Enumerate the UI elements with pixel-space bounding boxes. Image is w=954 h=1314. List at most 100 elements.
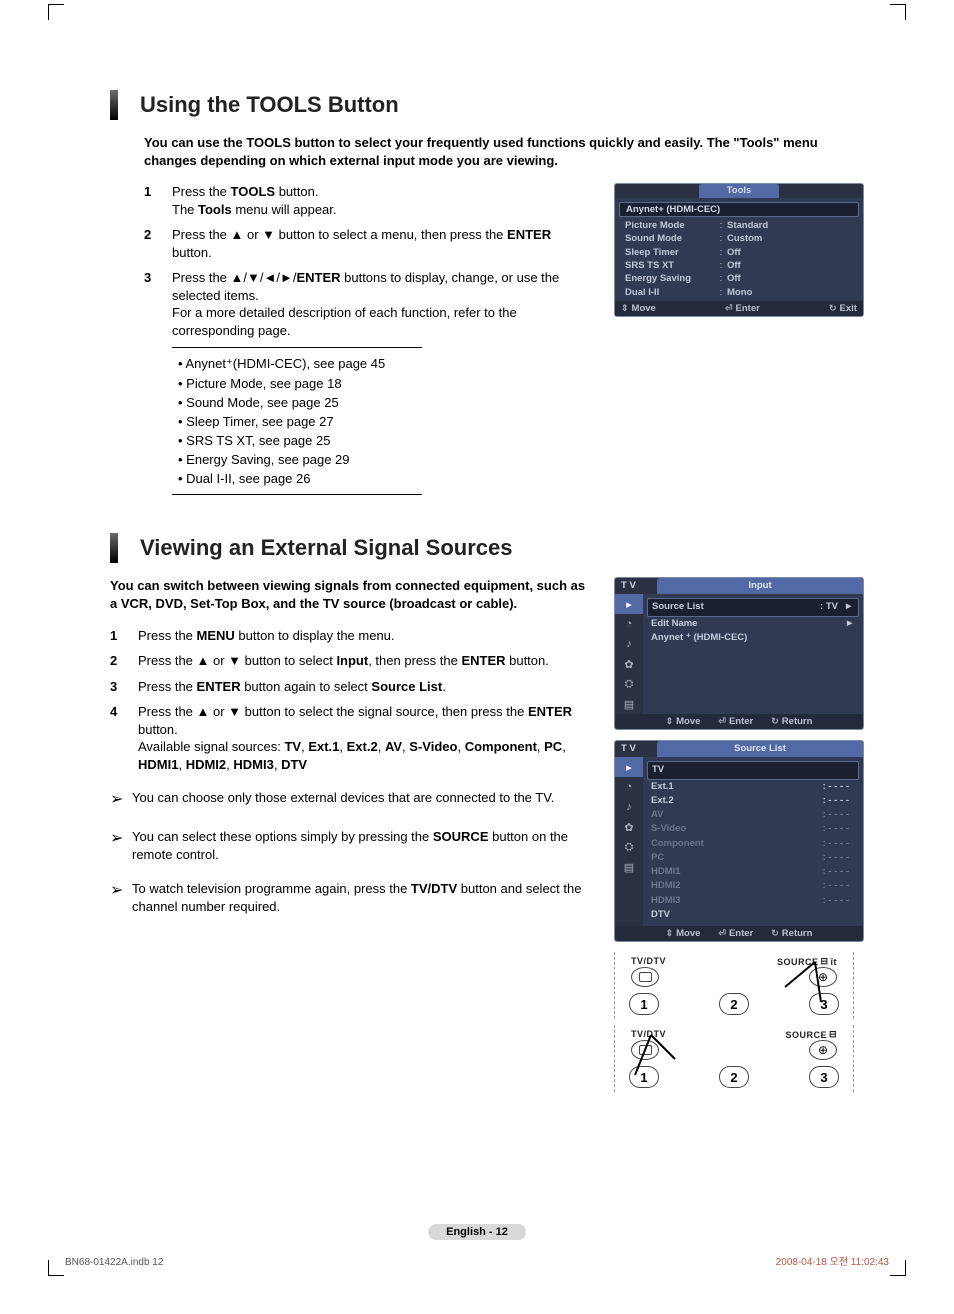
sidebar-setup-icon: ⛭ xyxy=(615,837,643,857)
section-external-signal: Viewing an External Signal Sources You c… xyxy=(110,533,874,1098)
sidebar-input-icon: ▸ xyxy=(615,757,643,777)
section-title: Viewing an External Signal Sources xyxy=(110,533,874,563)
page-footer: English - 12 xyxy=(428,1224,526,1240)
osd-row: Ext.1: - - - - xyxy=(651,780,855,794)
osd-row: HDMI2: - - - - xyxy=(651,879,855,893)
section1-intro: You can use the TOOLS button to select y… xyxy=(144,134,874,169)
step-num: 2 xyxy=(144,226,172,261)
enter-icon: ⏎ xyxy=(718,928,726,939)
step-text: Press the ▲ or ▼ button to select Input,… xyxy=(138,652,594,670)
osd-row: Source List: TV► xyxy=(647,598,859,616)
step: 1Press the TOOLS button.The Tools menu w… xyxy=(144,183,594,218)
osd-row: PC: - - - - xyxy=(651,851,855,865)
section-using-tools: Using the TOOLS Button You can use the T… xyxy=(110,90,874,495)
step: 3Press the ▲/▼/◄/►/ENTER buttons to disp… xyxy=(144,269,594,339)
osd-row: Dual I-II:Mono xyxy=(623,286,855,299)
osd-row: Component: - - - - xyxy=(651,837,855,851)
sidebar-dtv-icon: ▤ xyxy=(615,694,643,714)
step: 4Press the ▲ or ▼ button to select the s… xyxy=(110,703,594,773)
osd-row: Edit Name► xyxy=(651,617,855,631)
osd-row: SRS TS XT:Off xyxy=(623,259,855,272)
step-num: 3 xyxy=(110,678,138,696)
osd-tools-title: Tools xyxy=(699,184,779,198)
osd-row: Picture Mode:Standard xyxy=(623,219,855,232)
osd-row: Sleep Timer:Off xyxy=(623,246,855,259)
sidebar-input-icon: ▸ xyxy=(615,594,643,614)
ref-item: Sleep Timer, see page 27 xyxy=(172,412,422,431)
step-text: Press the TOOLS button.The Tools menu wi… xyxy=(172,183,594,218)
note-chevron-icon: ➢ xyxy=(110,828,132,864)
step: 3Press the ENTER button again to select … xyxy=(110,678,594,696)
sidebar-setup-icon: ⛭ xyxy=(615,674,643,694)
osd-source-box: T V Source List ▸ ◔ ♪ ✿ ⛭ ▤ TVExt.1: - -… xyxy=(614,740,864,942)
step-num: 1 xyxy=(110,627,138,645)
remote-diagram-source: TV/DTV SOURCE⊟ īt 1 2 3 xyxy=(614,952,854,1019)
sidebar-channel-icon: ✿ xyxy=(615,817,643,837)
doc-meta-right: 2008-04-18 오전 11:02:43 xyxy=(776,1253,889,1268)
step: 2Press the ▲ or ▼ button to select Input… xyxy=(110,652,594,670)
osd-row: HDMI1: - - - - xyxy=(651,865,855,879)
note-text: You can choose only those external devic… xyxy=(132,789,594,811)
title-bar-decoration xyxy=(110,90,118,120)
osd-row: TV xyxy=(647,761,859,779)
remote-diagram-tvdtv: TV/DTV SOURCE⊟ 1 2 3 xyxy=(614,1025,854,1092)
ref-item: Energy Saving, see page 29 xyxy=(172,450,422,469)
doc-meta-left: BN68-01422A.indb 12 xyxy=(65,1257,163,1268)
section2-intro: You can switch between viewing signals f… xyxy=(110,577,594,612)
note-text: You can select these options simply by p… xyxy=(132,828,594,864)
sidebar-sound-icon: ♪ xyxy=(615,634,643,654)
step: 1Press the MENU button to display the me… xyxy=(110,627,594,645)
step-num: 4 xyxy=(110,703,138,773)
ref-item: Dual I-II, see page 26 xyxy=(172,469,422,488)
section2-heading: Viewing an External Signal Sources xyxy=(140,535,513,561)
ref-item: SRS TS XT, see page 25 xyxy=(172,431,422,450)
osd-tools-box: Tools Anynet+ (HDMI-CEC) Picture Mode:St… xyxy=(614,183,864,317)
osd-row: DTV xyxy=(651,908,855,922)
return-icon: ↻ xyxy=(771,716,779,727)
section-title: Using the TOOLS Button xyxy=(110,90,874,120)
enter-icon: ⏎ xyxy=(718,716,726,727)
step-num: 2 xyxy=(110,652,138,670)
note: ➢You can choose only those external devi… xyxy=(110,789,594,811)
note: ➢You can select these options simply by … xyxy=(110,828,594,864)
osd-row: Ext.2: - - - - xyxy=(651,794,855,808)
reference-list: Anynet⁺(HDMI-CEC), see page 45Picture Mo… xyxy=(172,347,422,495)
osd-row: AV: - - - - xyxy=(651,808,855,822)
step: 2Press the ▲ or ▼ button to select a men… xyxy=(144,226,594,261)
return-icon: ↻ xyxy=(771,928,779,939)
section1-heading: Using the TOOLS Button xyxy=(140,92,399,118)
title-bar-decoration xyxy=(110,533,118,563)
ref-item: Picture Mode, see page 18 xyxy=(172,374,422,393)
updown-icon: ⇕ xyxy=(666,716,674,727)
step-num: 1 xyxy=(144,183,172,218)
sidebar-sound-icon: ♪ xyxy=(615,797,643,817)
exit-icon: ↻ xyxy=(829,303,837,314)
step-num: 3 xyxy=(144,269,172,339)
osd-row: Anynet ⁺ (HDMI-CEC) xyxy=(651,631,855,645)
ref-item: Anynet⁺(HDMI-CEC), see page 45 xyxy=(172,354,422,374)
callout-lines-icon xyxy=(615,1025,855,1095)
osd-input-box: T V Input ▸ ◔ ♪ ✿ ⛭ ▤ Source List: TV►Ed… xyxy=(614,577,864,730)
sidebar-channel-icon: ✿ xyxy=(615,654,643,674)
sidebar-picture-icon: ◔ xyxy=(615,614,643,634)
osd-tools-footer: ⇕Move ⏎Enter ↻Exit xyxy=(615,301,863,316)
osd-row: Energy Saving:Off xyxy=(623,272,855,285)
osd-sidebar: ▸ ◔ ♪ ✿ ⛭ ▤ xyxy=(615,594,643,714)
updown-icon: ⇕ xyxy=(666,928,674,939)
osd-row: Sound Mode:Custom xyxy=(623,232,855,245)
osd-sidebar: ▸ ◔ ♪ ✿ ⛭ ▤ xyxy=(615,757,643,926)
step-text: Press the ENTER button again to select S… xyxy=(138,678,594,696)
note-text: To watch television programme again, pre… xyxy=(132,880,594,916)
callout-lines-icon xyxy=(615,952,855,1022)
enter-icon: ⏎ xyxy=(725,303,733,314)
sidebar-dtv-icon: ▤ xyxy=(615,857,643,877)
step-text: Press the MENU button to display the men… xyxy=(138,627,594,645)
ref-item: Sound Mode, see page 25 xyxy=(172,393,422,412)
note-chevron-icon: ➢ xyxy=(110,880,132,916)
osd-row: S-Video: - - - - xyxy=(651,822,855,836)
step-text: Press the ▲ or ▼ button to select the si… xyxy=(138,703,594,773)
step-text: Press the ▲ or ▼ button to select a menu… xyxy=(172,226,594,261)
osd-tools-highlight: Anynet+ (HDMI-CEC) xyxy=(619,202,859,217)
step-text: Press the ▲/▼/◄/►/ENTER buttons to displ… xyxy=(172,269,594,339)
note-chevron-icon: ➢ xyxy=(110,789,132,811)
